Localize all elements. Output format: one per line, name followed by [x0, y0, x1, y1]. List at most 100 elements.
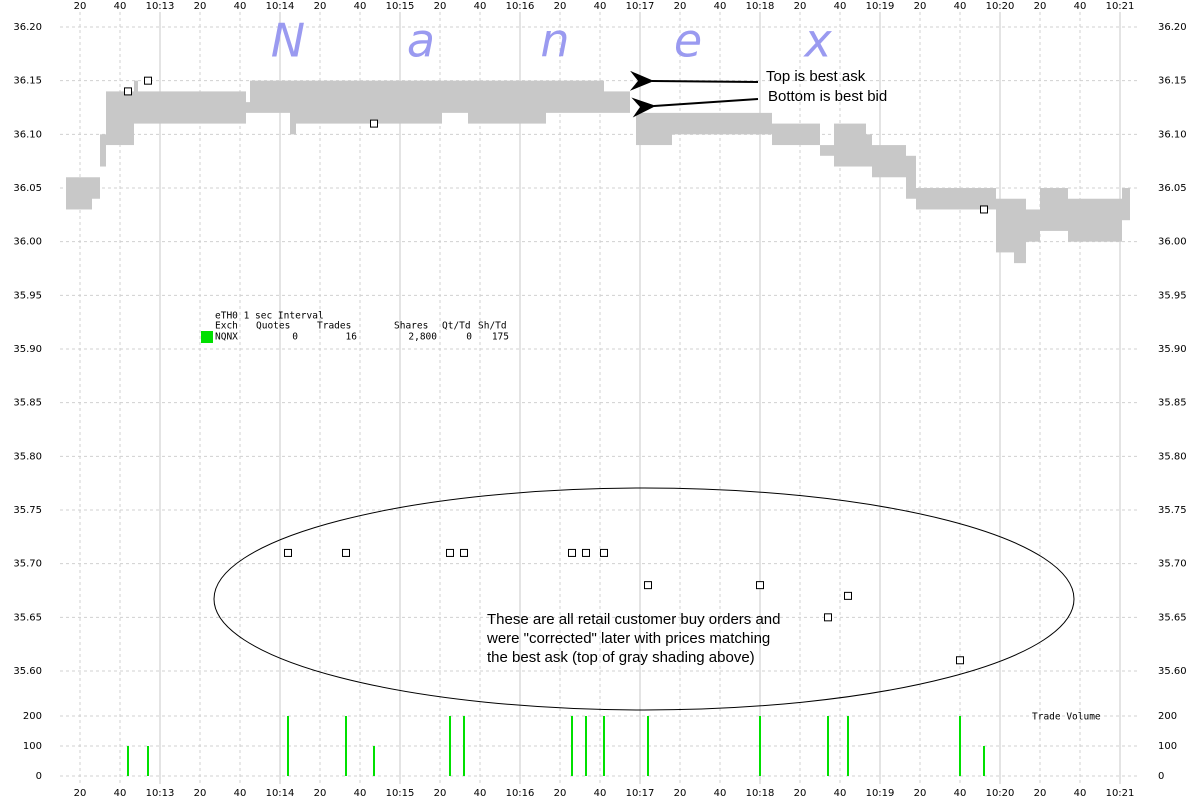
trade-marker [370, 119, 378, 128]
watermark: a [407, 14, 435, 68]
y-tick-label: 35.80 [13, 451, 42, 462]
trade-marker [644, 581, 652, 590]
quote-band [290, 80, 296, 135]
x-tick-label: 40 [234, 1, 247, 12]
x-tick-label: 40 [714, 788, 727, 799]
quote-band [866, 134, 872, 167]
x-tick-label: 40 [1074, 788, 1087, 799]
volume-bar [287, 716, 289, 776]
x-tick-label: 40 [1074, 1, 1087, 12]
volume-bar [959, 716, 961, 776]
quote-band [250, 80, 290, 113]
y-tick-label: 0 [1158, 771, 1164, 782]
x-tick-label: 10:18 [746, 788, 775, 799]
trade-marker [144, 76, 152, 85]
x-tick-label: 10:19 [866, 788, 895, 799]
x-tick-label: 40 [594, 788, 607, 799]
volume-bar [983, 746, 985, 776]
x-tick-label: 10:18 [746, 1, 775, 12]
y-tick-label: 35.90 [13, 344, 42, 355]
x-tick-label: 20 [554, 1, 567, 12]
x-tick-label: 20 [194, 788, 207, 799]
y-tick-label: 35.90 [1158, 344, 1187, 355]
x-tick-label: 40 [954, 1, 967, 12]
volume-bar [463, 716, 465, 776]
watermark: n [540, 14, 569, 68]
x-tick-label: 20 [914, 1, 927, 12]
quote-band [834, 123, 866, 167]
x-tick-label: 10:20 [986, 788, 1015, 799]
y-tick-label: 36.00 [13, 237, 42, 248]
x-tick-label: 40 [474, 1, 487, 12]
x-tick-label: 10:14 [266, 1, 295, 12]
x-tick-label: 20 [674, 788, 687, 799]
trades [124, 76, 988, 776]
arrow [631, 97, 759, 118]
quote-band [872, 145, 906, 178]
quote-band [820, 145, 834, 156]
y-tick-label: 200 [1158, 711, 1177, 722]
x-tick-label: 20 [314, 1, 327, 12]
quote-band [1094, 198, 1122, 242]
y-tick-label: 0 [36, 771, 42, 782]
exchange-swatch [201, 331, 213, 343]
info-header: Qt/Td [442, 321, 471, 332]
arrow [629, 70, 759, 91]
x-tick-label: 20 [914, 788, 927, 799]
info-header: Sh/Td [478, 321, 507, 332]
volume-bar [147, 746, 149, 776]
y-tick-label: 35.85 [13, 398, 42, 409]
annotation: Bottom is best bid [768, 88, 887, 105]
x-tick-label: 40 [354, 1, 367, 12]
volume-bar [647, 716, 649, 776]
y-tick-label: 35.85 [1158, 398, 1187, 409]
volume-bar [585, 716, 587, 776]
y-tick-label: 35.60 [1158, 666, 1187, 677]
quote-band [100, 134, 106, 167]
annotation: Top is best ask [766, 68, 866, 85]
y-tick-label: 35.95 [13, 290, 42, 301]
y-tick-label: 36.20 [13, 22, 42, 33]
quote-band [604, 91, 630, 113]
volume-bar [847, 716, 849, 776]
y-tick-label: 36.05 [1158, 183, 1187, 194]
info-cell: 0 [292, 332, 298, 343]
trade-marker [980, 205, 988, 214]
quote-band [1068, 198, 1094, 242]
x-tick-label: 40 [354, 788, 367, 799]
quote-band [546, 80, 604, 113]
y-tick-label: 36.00 [1158, 237, 1187, 248]
y-tick-label: 35.70 [1158, 559, 1187, 570]
annotation: the best ask (top of gray shading above) [487, 649, 755, 666]
quote-band [106, 91, 134, 146]
info-header: Quotes [256, 321, 290, 332]
info-cell: 0 [466, 332, 472, 343]
quote-band [442, 80, 468, 113]
x-tick-label: 10:21 [1106, 788, 1135, 799]
y-tick-label: 100 [23, 741, 42, 752]
x-tick-label: 10:21 [1106, 1, 1135, 12]
y-tick-label: 35.95 [1158, 290, 1187, 301]
quote-band [92, 177, 100, 199]
trade-marker [284, 548, 292, 557]
info-cell: NQNX [215, 332, 238, 343]
info-cell: 2,800 [408, 332, 437, 343]
quote-band [138, 91, 246, 124]
volume-title: Trade Volume [1032, 712, 1101, 723]
quote-band [996, 198, 1014, 253]
annotation: These are all retail customer buy orders… [487, 611, 780, 628]
volume-bar [127, 746, 129, 776]
y-tick-label: 36.10 [13, 129, 42, 140]
watermark: x [802, 14, 832, 68]
x-tick-label: 20 [794, 1, 807, 12]
annotation: were "corrected" later with prices match… [486, 630, 770, 647]
y-tick-label: 35.70 [13, 559, 42, 570]
volume-bar [759, 716, 761, 776]
x-tick-label: 40 [114, 788, 127, 799]
y-tick-label: 35.60 [13, 666, 42, 677]
volume-bar [373, 746, 375, 776]
y-tick-label: 36.15 [13, 76, 42, 87]
x-tick-label: 20 [74, 788, 87, 799]
y-tick-label: 200 [23, 711, 42, 722]
x-tick-label: 40 [714, 1, 727, 12]
